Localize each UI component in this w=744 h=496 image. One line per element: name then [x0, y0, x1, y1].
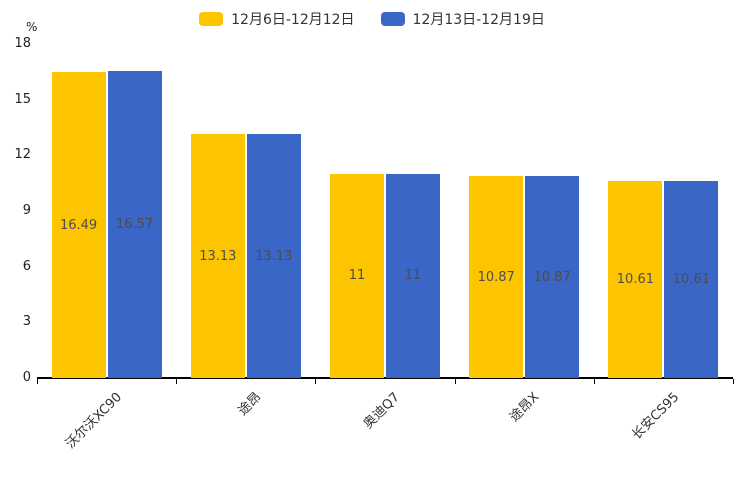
bar-12月13日-12月19日-途昂: 13.13 — [246, 134, 301, 378]
bar-12月6日-12月12日-沃尔沃XC90: 16.49 — [51, 72, 106, 378]
x-axis-tick — [733, 379, 734, 384]
legend-label: 12月6日-12月12日 — [231, 12, 355, 28]
legend-swatch-icon — [199, 12, 224, 26]
bar-value-label: 10.87 — [533, 269, 571, 285]
x-axis-tick — [454, 379, 456, 384]
bar-12月13日-12月19日-途昂X: 10.87 — [525, 176, 580, 378]
y-axis-tick-label: 18 — [14, 36, 31, 51]
bar-12月13日-12月19日-长安CS95: 10.61 — [664, 181, 719, 378]
x-axis-tick — [593, 379, 595, 384]
y-axis-tick-label: 3 — [22, 314, 31, 330]
x-axis-category-label: 途昂 — [235, 389, 265, 419]
legend-swatch-icon — [380, 12, 405, 26]
x-axis-category-label: 奥迪Q7 — [361, 389, 404, 432]
x-axis-category-label: 长安CS95 — [628, 389, 682, 443]
bar-value-label: 11 — [348, 268, 366, 284]
x-axis-tick — [315, 379, 317, 384]
bar-12月6日-12月12日-途昂X: 10.87 — [469, 176, 524, 378]
legend-label: 12月13日-12月19日 — [412, 12, 545, 28]
y-axis-unit-label: % — [26, 20, 38, 34]
legend: 12月6日-12月12日 12月13日-12月19日 — [0, 8, 744, 30]
x-axis-tick — [37, 379, 38, 384]
bar-12月6日-12月12日-长安CS95: 10.61 — [608, 181, 663, 378]
bar-12月6日-12月12日-奥迪Q7: 11 — [330, 173, 384, 378]
bar-value-label: 13.13 — [199, 248, 237, 264]
x-axis-category-label: 沃尔沃XC90 — [63, 389, 126, 452]
bar-12月6日-12月12日-途昂: 13.13 — [190, 134, 245, 378]
bar-12月13日-12月19日-奥迪Q7: 11 — [386, 173, 440, 378]
bar-value-label: 16.49 — [59, 217, 98, 233]
legend-item-series-2[interactable]: 12月13日-12月19日 — [380, 9, 545, 29]
legend-item-series-1[interactable]: 12月6日-12月12日 — [199, 9, 355, 29]
y-axis-tick-label: 12 — [14, 147, 31, 163]
bar-value-label: 10.61 — [616, 272, 654, 288]
bar-value-label: 11 — [404, 268, 422, 284]
x-axis-category-label: 途昂X — [507, 389, 543, 426]
bar-12月13日-12月19日-沃尔沃XC90: 16.57 — [107, 70, 162, 378]
y-axis-tick-label: 9 — [22, 203, 31, 218]
y-axis-tick-label: 15 — [14, 91, 31, 107]
bar-value-label: 16.57 — [115, 216, 154, 232]
y-axis-tick-label: 6 — [22, 258, 31, 274]
x-axis-line — [37, 377, 733, 379]
bar-value-label: 10.87 — [477, 269, 515, 285]
bar-value-label: 13.13 — [255, 248, 293, 264]
bar-value-label: 10.61 — [672, 272, 710, 288]
x-axis-tick — [176, 379, 178, 384]
y-axis-tick-label: 0 — [22, 370, 31, 385]
